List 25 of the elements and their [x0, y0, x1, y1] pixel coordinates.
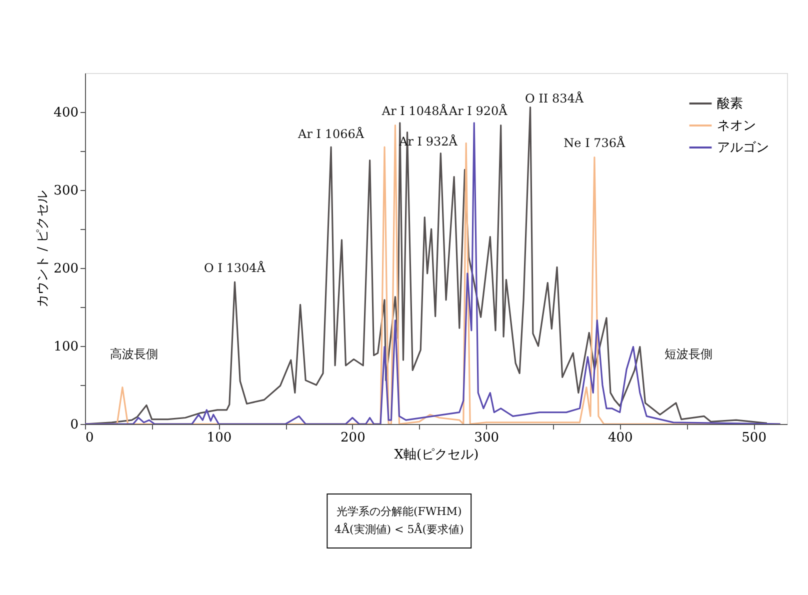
x-tick-label: 300 — [474, 430, 500, 446]
y-tick-label: 100 — [54, 340, 78, 354]
annotation: Ne I 736Å — [564, 135, 626, 150]
y-tick-label: 200 — [54, 262, 78, 276]
annotation: 高波長側 — [110, 346, 158, 361]
annotation: O II 834Å — [525, 90, 584, 106]
annotation: Ar I 1066Å — [297, 126, 364, 142]
legend-label: アルゴン — [717, 140, 769, 156]
text: 光学系の分解能(FWHM) 4Å(実測値) < 5Å(要求値) — [334, 505, 464, 536]
y-tick-label: 0 — [70, 418, 78, 432]
annotation: Ar I 920Å — [448, 102, 508, 118]
x-tick-label: 500 — [742, 430, 766, 446]
annotation: O I 1304Å — [204, 260, 266, 276]
legend-label: 酸素 — [717, 96, 743, 112]
x-axis-title: X軸(ピクセル) — [394, 448, 479, 462]
x-tick-label: 400 — [608, 430, 633, 446]
y-tick-label: 300 — [54, 184, 78, 198]
annotation: 短波長側 — [664, 346, 713, 361]
legend-label: ネオン — [717, 118, 756, 134]
x-tick-label: 100 — [206, 430, 232, 446]
x-tick-label: 0 — [86, 430, 94, 446]
annotation: Ar I 1048Å — [380, 102, 448, 118]
y-tick-label: 400 — [54, 106, 78, 120]
y-axis-title: カウント / ピクセル — [36, 190, 51, 308]
x-tick-label: 200 — [340, 430, 366, 446]
